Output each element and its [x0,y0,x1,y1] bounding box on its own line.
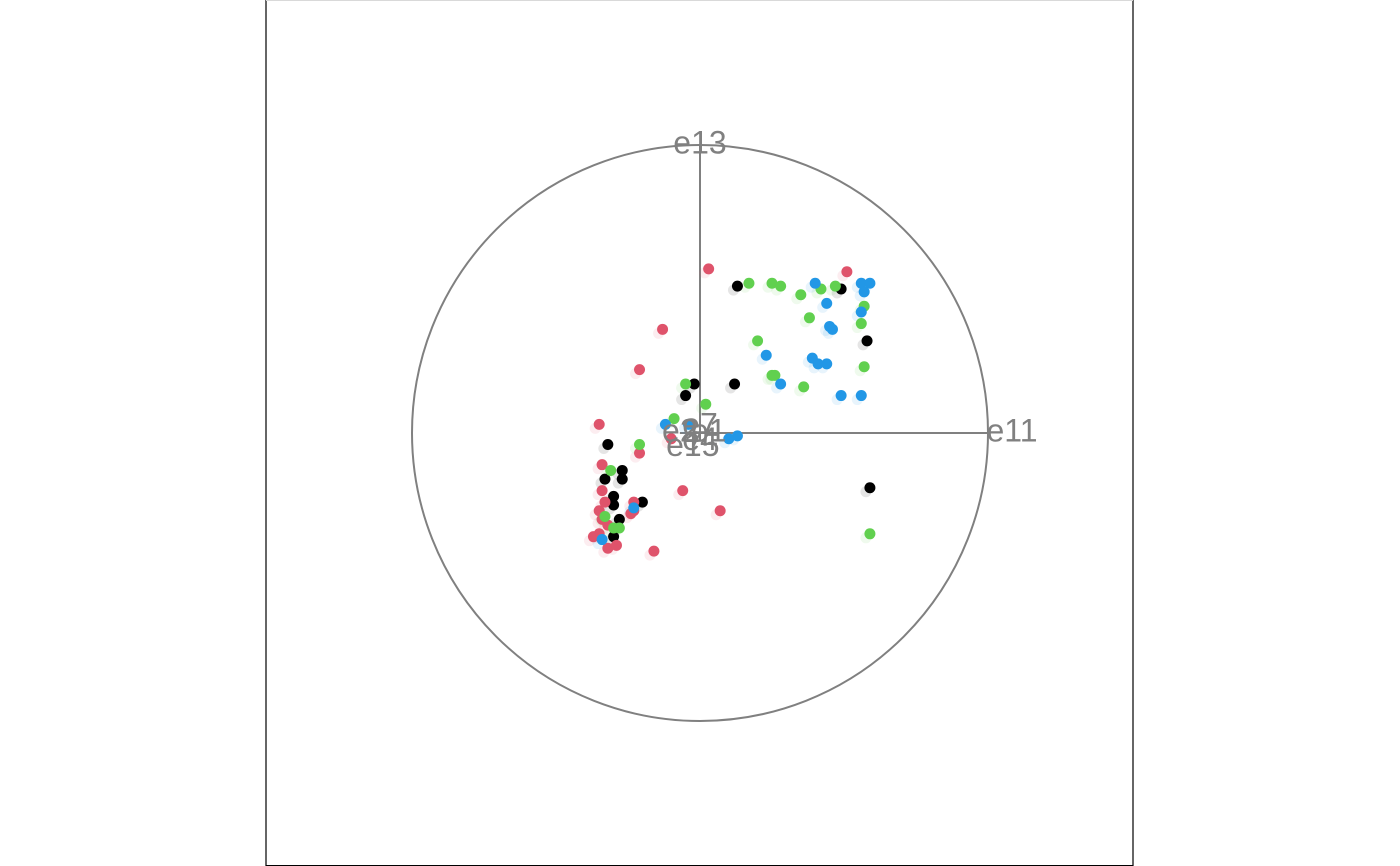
data-point-series-1-2 [657,323,669,335]
data-point-series-2-14 [680,378,692,390]
data-point-series-0-0 [731,280,743,292]
axis-label-e1: e1 [691,412,727,448]
data-point-series-0-14 [608,531,620,543]
data-point-series-3-6 [826,323,838,335]
data-point-series-0-2 [861,335,873,347]
data-point-series-0-6 [602,439,614,451]
data-point-series-1-13 [714,505,726,517]
data-point-series-2-21 [613,522,625,534]
data-point-series-2-8 [855,318,867,330]
data-point-series-0-5 [729,378,741,390]
data-point-series-3-14 [855,390,867,402]
data-point-series-3-7 [855,306,867,318]
axis-line-e15 [691,432,701,448]
data-point-series-3-20 [596,534,608,546]
data-point-series-1-8 [596,485,608,497]
data-point-series-1-0 [703,263,715,275]
data-point-series-3-19 [628,502,640,514]
data-point-series-2-15 [700,398,712,410]
data-point-series-1-12 [677,485,689,497]
data-point-series-0-4 [680,390,692,402]
data-point-series-1-4 [593,418,605,430]
data-point-series-0-15 [864,482,876,494]
data-point-series-1-19 [648,545,660,557]
data-point-series-1-1 [841,266,853,278]
axis-label-e11: e11 [986,412,1037,448]
axes-layer [679,145,988,448]
data-point-series-2-9 [752,335,764,347]
data-point-series-1-5 [634,447,646,459]
data-point-series-1-6 [665,433,677,445]
data-point-series-3-11 [821,358,833,370]
data-point-series-0-10 [608,490,620,502]
data-point-series-3-8 [760,349,772,361]
data-point-series-2-12 [798,381,810,393]
data-point-series-0-11 [636,496,648,508]
data-point-series-2-22 [864,528,876,540]
data-point-series-1-21 [599,496,611,508]
data-point-series-2-3 [795,289,807,301]
data-point-series-3-4 [821,297,833,309]
data-point-series-3-18 [731,430,743,442]
data-point-series-3-2 [864,277,876,289]
data-point-series-1-3 [634,364,646,376]
data-point-series-2-6 [803,312,815,324]
data-point-series-3-12 [775,378,787,390]
data-point-series-2-13 [858,361,870,373]
data-point-series-0-3 [688,378,700,390]
data-point-series-1-22 [587,531,599,543]
data-point-series-3-0 [809,277,821,289]
data-point-series-2-0 [743,277,755,289]
axis-label-e13: e13 [673,124,726,160]
data-point-series-2-2 [775,280,787,292]
data-point-series-3-15 [659,418,671,430]
axis-label-e2: e2 [662,412,698,448]
data-point-series-0-12 [608,499,620,511]
data-point-series-2-16 [668,413,680,425]
data-point-series-3-3 [858,286,870,298]
axis-label-e4: e4 [682,421,718,457]
data-point-series-3-17 [723,433,735,445]
axis-label-e7: e7 [682,407,718,443]
data-point-series-2-19 [599,511,611,523]
data-point-series-0-9 [616,473,628,485]
points-layer [583,263,876,561]
data-point-series-1-7 [596,459,608,471]
data-point-series-0-7 [616,464,628,476]
data-point-series-2-18 [605,464,617,476]
axis-label-e15: e15 [666,427,719,463]
data-point-series-3-16 [682,418,694,430]
data-point-series-2-11 [769,369,781,381]
data-point-series-0-13 [613,513,625,525]
data-point-series-2-5 [829,280,841,292]
data-point-series-2-17 [634,439,646,451]
data-point-series-3-13 [835,390,847,402]
data-point-series-3-10 [812,358,824,370]
data-point-series-2-1 [766,277,778,289]
data-point-series-1-18 [610,539,622,551]
data-point-series-3-1 [855,277,867,289]
data-point-series-1-17 [602,542,614,554]
data-point-series-0-8 [599,473,611,485]
